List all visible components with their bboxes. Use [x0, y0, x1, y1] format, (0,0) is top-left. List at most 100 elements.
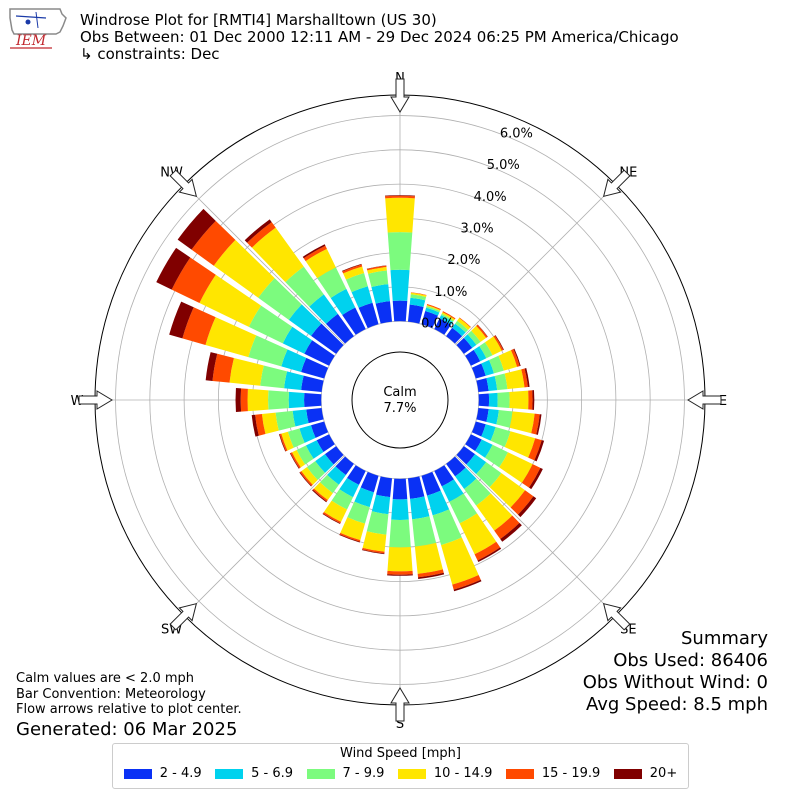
wind-bar-segment: [478, 393, 490, 407]
wind-bar-segment: [342, 307, 366, 335]
wind-bar-segment: [421, 310, 438, 329]
wind-bar-segment: [339, 532, 361, 542]
wind-bar-segment: [498, 350, 518, 371]
wind-bar-segment: [171, 257, 216, 304]
wind-bar-segment: [387, 574, 413, 576]
wind-bar-segment: [258, 278, 302, 320]
wind-bar-segment: [521, 464, 541, 488]
wind-bar-segment: [392, 300, 408, 322]
wind-bar-segment: [410, 294, 427, 301]
wind-bar-segment: [463, 334, 477, 348]
wind-bar-segment: [310, 421, 329, 438]
wind-bar-segment: [465, 349, 481, 366]
wind-bar-segment: [410, 292, 427, 296]
wind-bar-segment: [235, 387, 242, 413]
wind-bar-segment: [279, 433, 288, 452]
summary-obs-without-wind: Obs Without Wind: 0: [582, 672, 768, 693]
wind-bar-segment: [418, 572, 445, 579]
compass-label: S: [396, 717, 404, 732]
wind-bar-segment: [312, 489, 327, 503]
legend-item: 15 - 19.9: [505, 766, 600, 781]
wind-bar-segment: [409, 297, 426, 307]
wind-bar-segment: [292, 449, 306, 468]
legend-swatch: [397, 768, 426, 779]
legend-title: Wind Speed [mph]: [340, 746, 461, 761]
wind-bar-segment: [426, 304, 441, 310]
legend-swatch: [215, 768, 244, 779]
wind-bar-segment: [521, 368, 528, 388]
wind-bar-segment: [387, 570, 413, 575]
wind-bar-segment: [313, 482, 333, 501]
wind-bar-segment: [384, 195, 416, 197]
title-line1: Windrose Plot for [RMTI4] Marshalltown (…: [80, 11, 437, 29]
wind-bar-segment: [335, 456, 354, 476]
ring-labels-group: 0.0% 1.0% 2.0% 3.0% 4.0% 5.0% 6.0%: [421, 127, 533, 332]
wind-bar-segment: [500, 522, 522, 542]
wind-bar-segment: [476, 462, 502, 488]
summary-avg-speed: Avg Speed: 8.5 mph: [586, 694, 768, 715]
wind-bar-segment: [476, 493, 513, 531]
wind-bar-segment: [362, 547, 385, 554]
wind-bar-segment: [536, 414, 542, 435]
wind-bar-segment: [299, 425, 316, 443]
wind-bar-segment: [446, 456, 466, 477]
wind-bar-segment: [315, 454, 334, 473]
flow-arrow-icon: [390, 78, 410, 113]
legend-items: 2 - 4.9 5 - 6.9 7 - 9.9 10 - 14.9 15 - 1…: [113, 761, 688, 781]
wind-bar-segment: [494, 373, 508, 391]
wind-bar-segment: [427, 490, 450, 516]
flow-arrow-icon: [687, 390, 722, 410]
legend-label: 2 - 4.9: [159, 766, 202, 781]
wind-bar-segment: [471, 363, 486, 379]
wind-bar-segment: [504, 369, 525, 390]
wind-bar-segment: [476, 324, 488, 338]
wind-bar-segment: [489, 355, 504, 374]
calm-label: Calm: [383, 385, 416, 400]
wind-bar-segment: [213, 239, 275, 298]
wind-bar-segment: [292, 409, 309, 427]
wind-bar-segment: [281, 431, 294, 451]
wind-bar-segment: [510, 349, 520, 367]
legend-item: 10 - 14.9: [397, 766, 493, 781]
wind-bar-segment: [345, 273, 368, 293]
wind-bar-segment: [288, 391, 305, 409]
wind-bar-segment: [301, 375, 324, 393]
wind-bar-segment: [426, 306, 441, 313]
wind-bar-segment: [156, 247, 191, 290]
wind-bar-segment: [494, 335, 504, 351]
iem-logo: IEM: [6, 6, 68, 50]
wind-bar-segment: [304, 392, 322, 408]
wind-bar-segment: [305, 248, 336, 279]
compass-group: NNEESESSWWNW: [71, 71, 728, 732]
legend-label: 10 - 14.9: [433, 766, 493, 781]
wind-bar-segment: [410, 292, 427, 298]
logo-text: IEM: [15, 33, 47, 49]
calm-value: 7.7%: [383, 401, 416, 416]
wind-bar-segment: [347, 501, 370, 524]
wind-bar-segment: [287, 428, 305, 448]
wind-bar-segment: [304, 340, 335, 366]
legend-swatch: [306, 768, 335, 779]
summary-obs-used: Obs Used: 86406: [613, 650, 768, 671]
wind-bar-segment: [494, 515, 520, 539]
wind-bar-segment: [343, 266, 365, 280]
wind-bar-segment: [466, 454, 487, 475]
wind-bar-segment: [441, 537, 479, 585]
wind-bar-segment: [284, 371, 304, 390]
wind-bar-segment: [481, 359, 494, 376]
wind-bar-segment: [387, 546, 413, 572]
wind-bar-segment: [471, 325, 487, 342]
wind-bar-segment: [452, 323, 466, 337]
wind-bar-segment: [389, 519, 411, 548]
wind-bar-segment: [517, 496, 537, 518]
wind-bar-segment: [477, 324, 488, 337]
wind-bar-segment: [368, 270, 389, 288]
wind-bar-segment: [509, 390, 529, 410]
wind-bar-segment: [301, 357, 329, 379]
wind-bar-segment: [407, 304, 424, 324]
legend-label: 5 - 6.9: [251, 766, 294, 781]
wind-bar-segment: [371, 284, 390, 304]
legend-swatch: [613, 768, 642, 779]
wind-bar-segment: [325, 313, 354, 344]
wind-bar-segment: [182, 307, 216, 345]
